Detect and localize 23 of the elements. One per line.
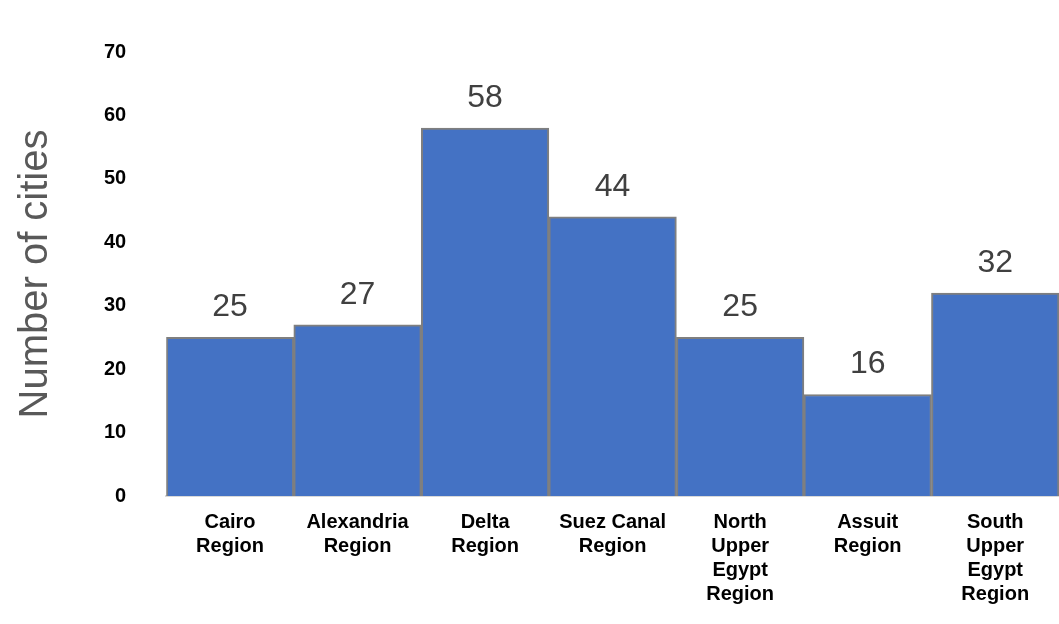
x-tick-label: Assuit Region <box>833 509 902 556</box>
data-label: 44 <box>594 166 631 203</box>
y-tick-label: 20 <box>104 356 127 379</box>
y-tick-label: 50 <box>104 166 127 189</box>
data-label: 25 <box>722 287 758 324</box>
x-tick-label: South Upper Egypt Region <box>961 509 1030 604</box>
y-tick-label: 30 <box>104 293 127 316</box>
x-tick-label: Cairo Region <box>196 509 264 556</box>
data-label: 58 <box>467 77 503 114</box>
y-tick-label: 0 <box>115 483 127 506</box>
x-tick-label: Alexandria Region <box>306 509 410 556</box>
y-axis-title: Number of cities <box>11 129 56 419</box>
y-tick-label: 40 <box>104 229 127 252</box>
x-tick-label: Suez Canal Region <box>559 509 666 556</box>
data-label: 27 <box>339 274 376 311</box>
data-label: 25 <box>212 287 248 324</box>
y-tick-label: 10 <box>104 420 127 443</box>
y-tick-label: 70 <box>104 39 127 62</box>
y-tick-label: 60 <box>104 102 127 125</box>
data-label: 16 <box>849 344 886 381</box>
data-label: 32 <box>977 242 1014 279</box>
x-tick-label: North Upper Egypt Region <box>706 509 775 604</box>
x-tick-label: Delta Region <box>451 509 519 556</box>
